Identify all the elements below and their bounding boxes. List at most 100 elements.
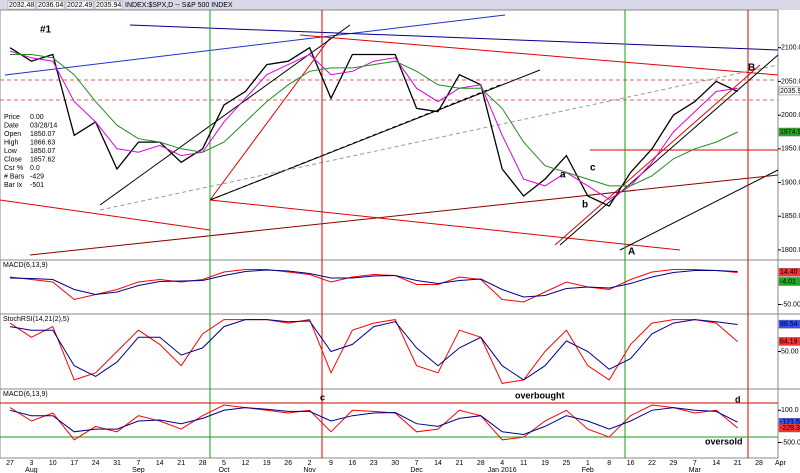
panel-title: MACD(6,13,9) bbox=[3, 391, 48, 398]
info-value: 1850.07 bbox=[30, 131, 55, 138]
annotation: #1 bbox=[40, 25, 52, 36]
x-tick-label: 19 bbox=[263, 460, 271, 467]
x-tick-label: 2 bbox=[308, 460, 312, 467]
x-tick-label: 24 bbox=[92, 460, 100, 467]
title-bar bbox=[0, 0, 800, 10]
annotation: A bbox=[628, 247, 635, 258]
x-tick-label: 17 bbox=[70, 460, 78, 467]
x-tick-label: 29 bbox=[670, 460, 678, 467]
value-tag bbox=[778, 277, 800, 286]
value-tag-label: 88.54 bbox=[780, 321, 798, 328]
value-tag-label: -121.5 bbox=[780, 419, 800, 426]
value-tag bbox=[778, 127, 800, 137]
series-line bbox=[9, 269, 738, 298]
x-tick-label: 16 bbox=[627, 460, 635, 467]
annotation: oversold bbox=[705, 436, 743, 446]
x-tick-label: 26 bbox=[284, 460, 292, 467]
quote-value: 2036.04 bbox=[38, 2, 63, 9]
quote-value: 2032.48 bbox=[9, 2, 34, 9]
x-tick-label: 14 bbox=[712, 460, 720, 467]
info-value: 0.0 bbox=[30, 165, 40, 172]
x-tick-label: 21 bbox=[177, 460, 185, 467]
x-tick-label: 12 bbox=[242, 460, 250, 467]
x-tick-label: 14 bbox=[434, 460, 442, 467]
x-tick-label: 21 bbox=[734, 460, 742, 467]
info-value: -429 bbox=[30, 173, 44, 180]
info-label: # Bars bbox=[4, 173, 25, 180]
x-tick-label: 28 bbox=[755, 460, 763, 467]
series-line bbox=[9, 407, 738, 436]
series-line bbox=[9, 319, 738, 381]
x-tick-label: 7 bbox=[136, 460, 140, 467]
value-tag-label: 14.40 bbox=[780, 269, 798, 276]
x-tick-label: 5 bbox=[222, 460, 226, 467]
y-tick-label: 1800.0 bbox=[781, 247, 800, 254]
panel-title: MACD(6,13,9) bbox=[3, 262, 48, 269]
quote-box bbox=[94, 0, 123, 10]
annotation: d bbox=[735, 394, 741, 404]
month-label: Oct bbox=[219, 467, 230, 473]
info-value: -501 bbox=[30, 182, 44, 189]
value-tag bbox=[778, 319, 800, 329]
info-label: Open bbox=[4, 131, 21, 138]
y-tick-label: -500.0 bbox=[781, 439, 800, 446]
month-label: Feb bbox=[582, 467, 594, 473]
month-label: Aug bbox=[25, 467, 38, 473]
panel-title: StochRSI(14,21(2),5) bbox=[3, 316, 69, 323]
y-tick-label: 100.0 bbox=[781, 407, 799, 414]
x-tick-label: 9 bbox=[329, 460, 333, 467]
info-label: Bar Ix bbox=[4, 182, 23, 189]
info-value: 1850.07 bbox=[30, 148, 55, 155]
y-tick-label: -50.00 bbox=[781, 301, 800, 308]
quote-value: 2035.94 bbox=[96, 2, 121, 9]
x-tick-label: 30 bbox=[391, 460, 399, 467]
x-tick-label: 19 bbox=[541, 460, 549, 467]
value-tag-label: 1974.9 bbox=[780, 129, 800, 136]
month-label: Nov bbox=[303, 467, 316, 473]
quote-box bbox=[7, 0, 36, 10]
month-label: Sep bbox=[132, 467, 145, 473]
x-tick-label: 3 bbox=[29, 460, 33, 467]
info-value: 03/28/14 bbox=[30, 122, 57, 129]
value-tag-label: -4.01 bbox=[780, 278, 796, 285]
series-line bbox=[10, 54, 738, 187]
x-tick-label: 28 bbox=[199, 460, 207, 467]
info-label: Low bbox=[4, 148, 18, 155]
y-tick-label: 2000.0 bbox=[781, 112, 800, 119]
annotation: c bbox=[320, 392, 325, 402]
y-tick-label: 2100.0 bbox=[781, 45, 800, 52]
annotation: a bbox=[560, 170, 566, 181]
x-tick-label: Apr bbox=[775, 460, 787, 467]
value-tag-label: 2035.9 bbox=[780, 88, 800, 95]
x-tick-label: 7 bbox=[415, 460, 419, 467]
y-tick-label: 2050.0 bbox=[781, 78, 800, 85]
month-label: Jan 2016 bbox=[488, 467, 517, 473]
y-tick-label: 1950.0 bbox=[781, 146, 800, 153]
info-label: Close bbox=[4, 156, 22, 163]
value-tag-label: 64.19 bbox=[780, 338, 798, 345]
info-value: 1866.63 bbox=[30, 139, 55, 146]
x-tick-label: 22 bbox=[648, 460, 656, 467]
x-tick-label: 7 bbox=[693, 460, 697, 467]
quote-box bbox=[36, 0, 65, 10]
info-label: Price bbox=[4, 114, 20, 121]
annotation: b bbox=[582, 200, 588, 211]
value-tag bbox=[778, 337, 800, 346]
x-tick-label: 10 bbox=[49, 460, 57, 467]
month-label: Mar bbox=[689, 467, 702, 473]
info-label: Csr % bbox=[4, 165, 23, 172]
annotation: overbought bbox=[515, 390, 565, 400]
x-tick-label: 28 bbox=[477, 460, 485, 467]
x-tick-label: 4 bbox=[500, 460, 504, 467]
series-line bbox=[9, 319, 738, 384]
value-tag bbox=[778, 423, 800, 433]
y-tick-label: 1900.0 bbox=[781, 179, 800, 186]
x-tick-label: 21 bbox=[456, 460, 464, 467]
month-label: Dec bbox=[410, 467, 423, 473]
x-tick-label: 27 bbox=[6, 460, 14, 467]
y-tick-label: 50.00 bbox=[781, 348, 799, 355]
plot-area bbox=[0, 9, 779, 459]
x-tick-label: 31 bbox=[113, 460, 121, 467]
annotation: B bbox=[748, 63, 755, 74]
series-line bbox=[9, 50, 738, 200]
